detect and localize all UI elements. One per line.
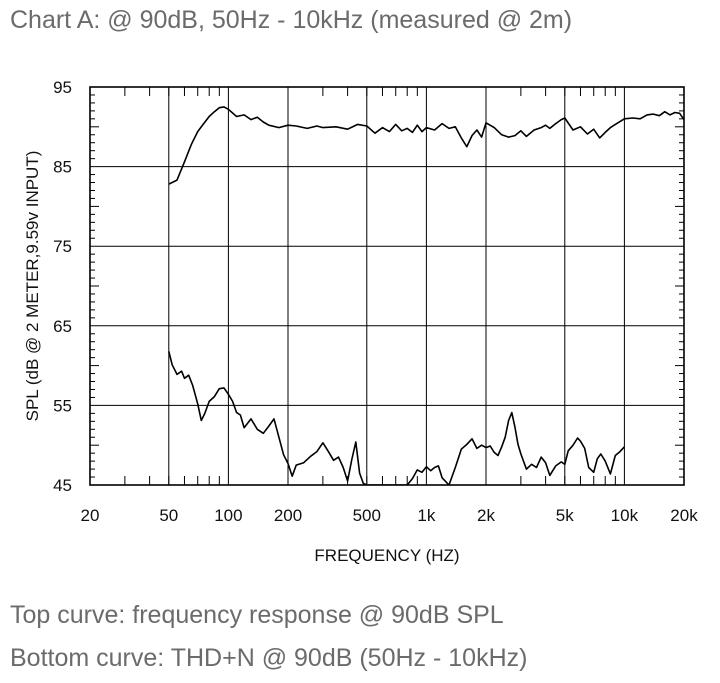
thd-n-line [168, 351, 625, 485]
minor-ticks [90, 87, 684, 485]
x-tick-label: 5k [556, 506, 574, 525]
grid-lines [90, 87, 684, 485]
y-tick-label: 85 [53, 158, 72, 177]
x-tick-label: 500 [353, 506, 381, 525]
y-axis-label: SPL (dB @ 2 METER,9.59v INPUT) [23, 151, 42, 422]
x-tick-label: 200 [274, 506, 302, 525]
y-tick-labels: 45 55 65 75 85 95 [53, 78, 72, 495]
x-tick-label: 20k [670, 506, 698, 525]
y-tick-label: 45 [53, 476, 72, 495]
x-tick-label: 50 [159, 506, 178, 525]
caption-bottom-curve: Bottom curve: THD+N @ 90dB (50Hz - 10kHz… [10, 644, 528, 672]
series-layer [168, 106, 684, 485]
caption-top-curve: Top curve: frequency response @ 90dB SPL [10, 601, 504, 629]
x-tick-label: 2k [477, 506, 495, 525]
frequency-response-chart: 45 55 65 75 85 95 20 50 100 200 500 1k 2k 5k 10k 20k F… [23, 78, 699, 565]
x-axis-label: FREQUENCY (HZ) [314, 546, 459, 565]
frequency-response-line [168, 106, 684, 185]
x-tick-labels: 20 50 100 200 500 1k 2k 5k 10k 20k [81, 506, 699, 525]
chart-title: Chart A: @ 90dB, 50Hz - 10kHz (measured … [10, 6, 573, 34]
y-tick-label: 95 [53, 78, 72, 97]
x-tick-label: 100 [214, 506, 242, 525]
y-tick-label: 75 [53, 237, 72, 256]
x-tick-label: 20 [81, 506, 100, 525]
x-tick-label: 1k [417, 506, 435, 525]
x-tick-label: 10k [611, 506, 639, 525]
plot-frame [89, 86, 685, 486]
y-tick-label: 65 [53, 317, 72, 336]
y-tick-label: 55 [53, 396, 72, 415]
